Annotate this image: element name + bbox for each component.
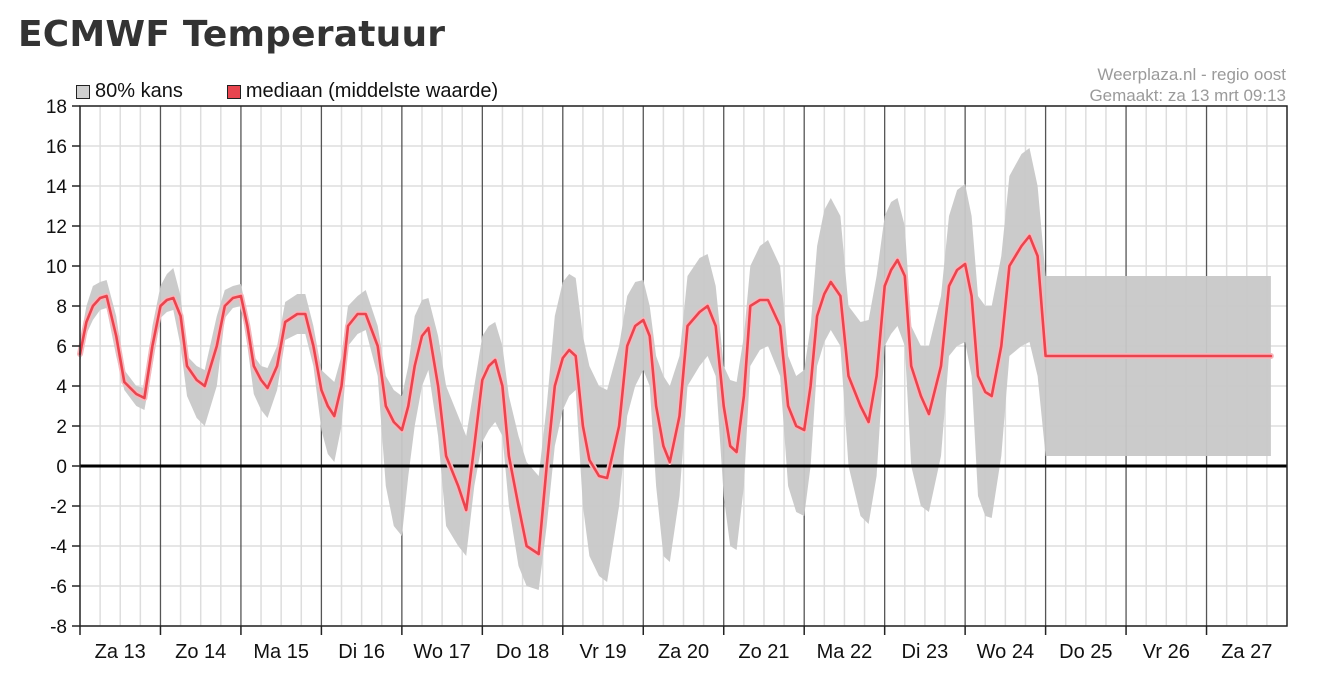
y-tick-label: -6 [50,577,67,598]
x-tick-label: Ma 15 [253,641,309,663]
x-tick-label: Za 20 [658,641,709,663]
x-tick-label: Vr 19 [580,641,627,663]
legend-label-band: 80% kans [95,80,183,102]
plot-frame [79,105,1288,627]
band-80-percent [80,148,1271,590]
x-tick-label: Do 25 [1059,641,1112,663]
page-title: ECMWF Temperatuur [18,14,446,55]
x-tick-label: Ma 22 [817,641,873,663]
x-tick-label: Do 18 [496,641,549,663]
x-tick-label: Di 23 [902,641,949,663]
y-tick-label: 4 [56,377,67,398]
credits-made: Gemaakt: za 13 mrt 09:13 [1089,86,1286,105]
y-tick-label: 10 [46,257,67,278]
y-tick-label: -4 [50,537,67,558]
legend-item-median: mediaan (middelste waarde) [226,80,499,103]
y-tick-label: 8 [56,297,67,318]
y-tick-label: 16 [46,137,67,158]
y-tick-label: 18 [46,97,67,118]
chart-credits: Weerplaza.nl - regio oost Gemaakt: za 13… [1089,64,1286,106]
y-tick-label: -2 [50,497,67,518]
x-tick-label: Za 27 [1221,641,1272,663]
x-tick-label: Wo 24 [977,641,1034,663]
x-tick-label: Di 16 [338,641,385,663]
x-tick-label: Vr 26 [1143,641,1190,663]
legend-swatch-band [76,84,90,99]
median-line [78,234,1273,556]
y-tick-label: 6 [56,337,67,358]
x-tick-label: Za 13 [95,641,146,663]
credits-source: Weerplaza.nl - regio oost [1097,65,1286,84]
y-tick-label: 2 [56,417,67,438]
y-tick-label: 12 [46,217,67,238]
y-tick-label: -8 [50,617,67,638]
y-tick-label: 0 [56,457,67,478]
x-tick-label: Zo 14 [175,641,226,663]
legend-item-band: 80% kans [76,80,183,103]
legend-label-median: mediaan (middelste waarde) [245,80,499,102]
x-tick-label: Zo 21 [738,641,789,663]
legend-swatch-median [226,84,241,99]
y-tick-label: 14 [46,177,68,198]
chart-legend: 80% kans mediaan (middelste waarde) [76,80,542,103]
x-tick-label: Wo 17 [413,641,470,663]
